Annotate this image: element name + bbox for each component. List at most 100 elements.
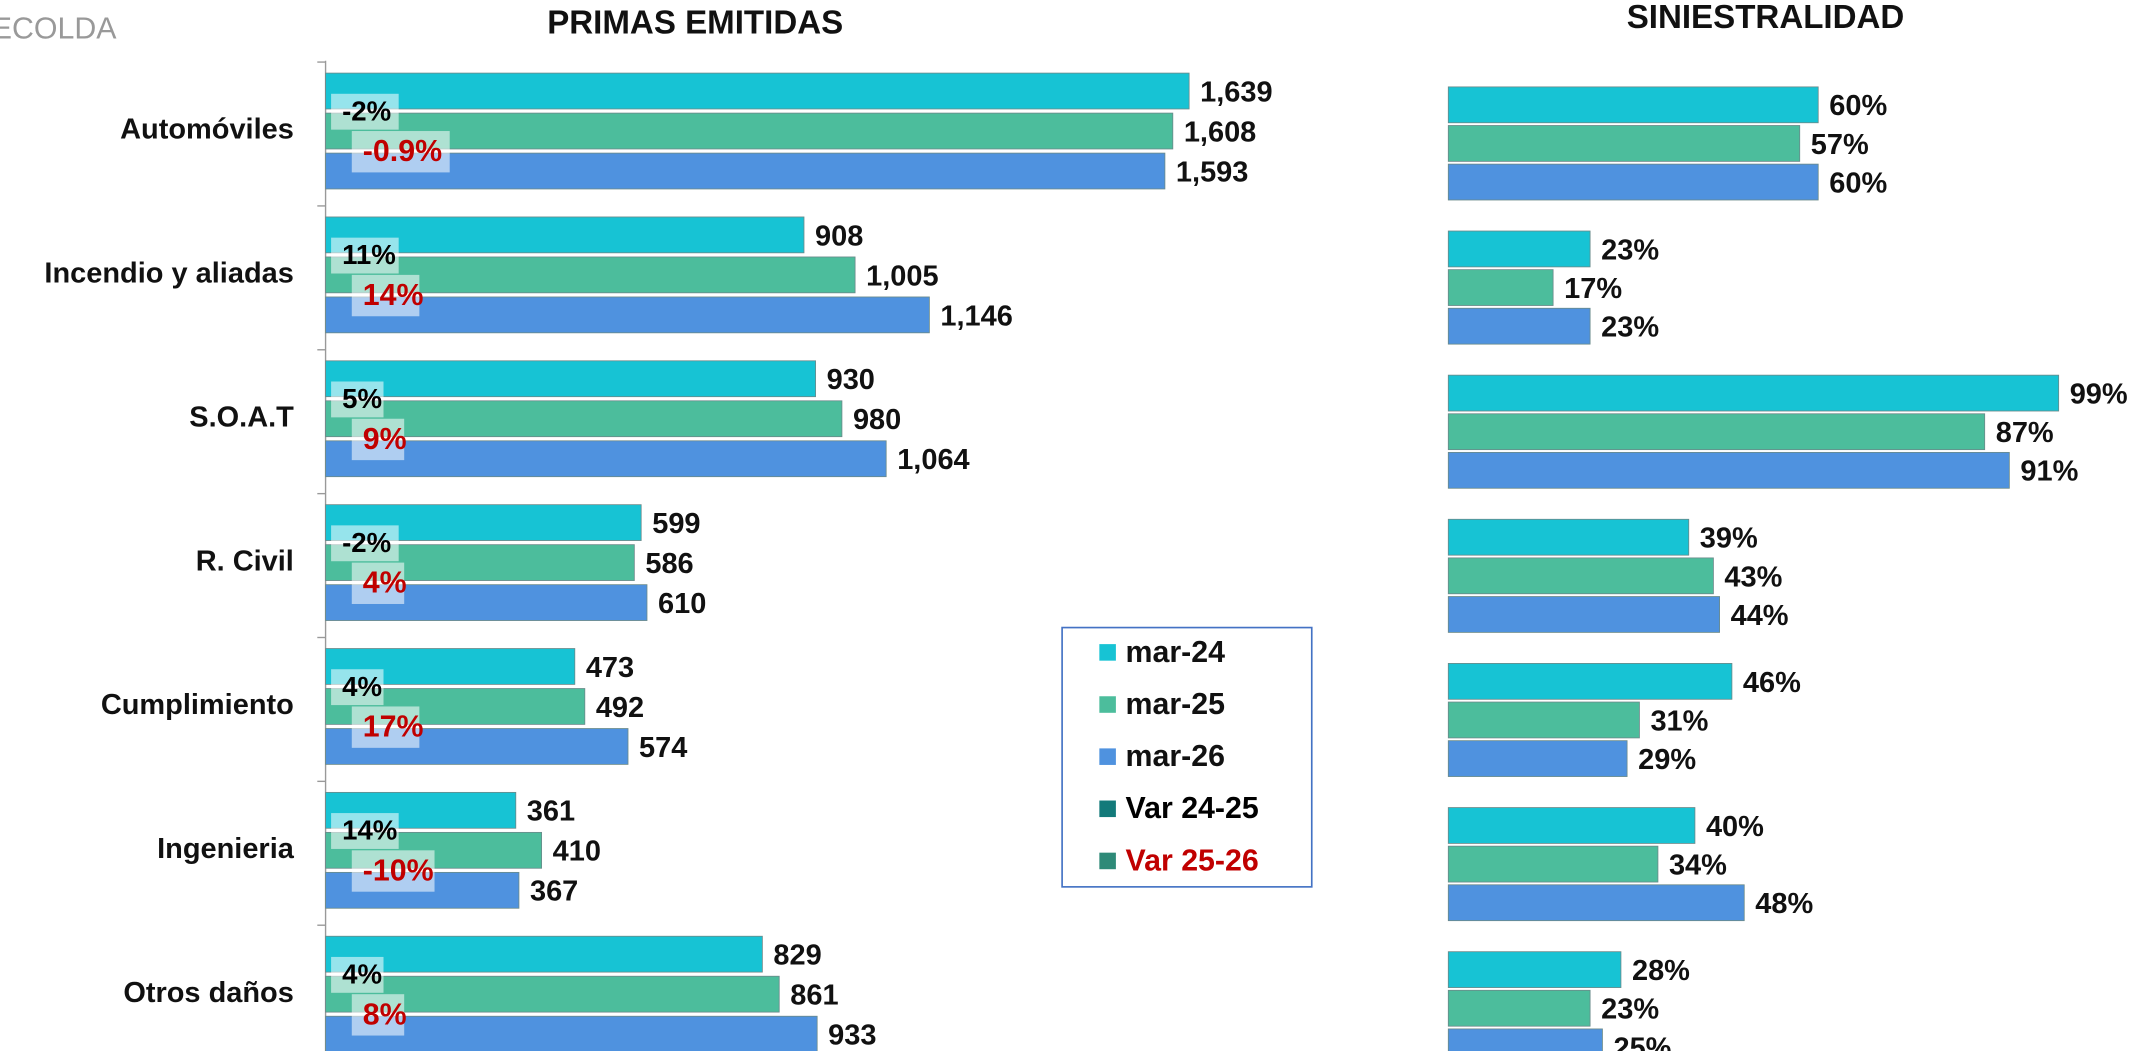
value-label: 60%: [1829, 167, 1887, 199]
bar: [325, 1015, 818, 1051]
bar: [1447, 163, 1819, 201]
variation-box: [351, 562, 405, 604]
value-label: 25%: [1613, 1032, 1671, 1051]
variation-box: [331, 525, 399, 562]
value-label: 28%: [1632, 955, 1690, 987]
value-label: 46%: [1743, 667, 1801, 699]
category-label: Incendio y aliadas: [44, 258, 293, 290]
value-label: 39%: [1700, 523, 1758, 555]
variation-box: [351, 706, 420, 748]
variation-box: [331, 381, 384, 418]
variation-label: 4%: [363, 567, 407, 600]
variation-box: [331, 669, 384, 706]
value-label: 610: [658, 588, 706, 620]
bar: [325, 935, 763, 973]
value-label: 23%: [1601, 994, 1659, 1026]
value-label: 44%: [1731, 600, 1789, 632]
value-label: 1,593: [1176, 156, 1248, 188]
variation-box: [331, 813, 399, 849]
legend-swatch: [1099, 800, 1116, 818]
variation-box: [331, 93, 399, 130]
value-label: 492: [596, 692, 644, 724]
variation-label: -2%: [342, 527, 391, 558]
category-label: Automóviles: [120, 114, 294, 146]
variation-box: [331, 956, 384, 993]
variation-label: 17%: [363, 711, 424, 744]
bar: [1447, 989, 1591, 1027]
bar: [1447, 374, 2060, 412]
variation-box: [351, 994, 405, 1036]
bar: [1447, 740, 1628, 777]
bar: [1447, 125, 1801, 162]
value-label: 60%: [1829, 90, 1887, 122]
value-label: 17%: [1564, 273, 1622, 305]
bar: [325, 296, 930, 334]
value-label: 861: [790, 980, 838, 1012]
value-label: 930: [827, 364, 875, 396]
bar: [325, 360, 816, 398]
legend-label: Var 24-25: [1126, 792, 1259, 825]
bar: [1447, 845, 1659, 883]
bar: [1447, 86, 1819, 124]
value-label: 599: [652, 508, 700, 540]
legend-swatch: [1099, 748, 1116, 765]
value-label: 410: [553, 836, 601, 868]
value-label: 586: [645, 548, 693, 580]
bar: [1447, 701, 1640, 739]
value-label: 1,639: [1200, 76, 1272, 108]
bar: [1447, 451, 2010, 489]
value-label: 48%: [1755, 888, 1813, 920]
value-label: 473: [586, 652, 634, 684]
bar: [325, 440, 887, 478]
value-label: 361: [527, 796, 575, 828]
value-label: 99%: [2070, 379, 2128, 411]
variation-box: [351, 131, 450, 173]
value-label: 34%: [1669, 850, 1727, 882]
variation-box: [351, 850, 435, 892]
value-label: 40%: [1706, 811, 1764, 843]
variation-label: 9%: [363, 423, 407, 456]
value-label: 1,608: [1184, 116, 1256, 148]
value-label: 91%: [2020, 456, 2078, 488]
bar: [1447, 269, 1554, 306]
variation-label: 8%: [363, 998, 407, 1031]
value-label: 87%: [1996, 417, 2054, 449]
variation-label: 14%: [342, 815, 397, 846]
value-label: 933: [828, 1020, 876, 1051]
legend-swatch: [1099, 696, 1116, 713]
legend-label: mar-26: [1126, 740, 1225, 773]
bar: [1447, 518, 1690, 556]
value-label: 980: [853, 404, 901, 436]
variation-label: 4%: [342, 959, 382, 990]
bar: [1447, 1028, 1603, 1051]
bar: [1447, 307, 1591, 345]
category-label: R. Civil: [196, 545, 294, 577]
value-label: 23%: [1601, 312, 1659, 344]
variation-label: -2%: [342, 95, 391, 126]
value-label: 908: [815, 220, 863, 252]
value-label: 29%: [1638, 744, 1696, 776]
legend-label: mar-25: [1126, 688, 1226, 721]
bar: [1447, 596, 1720, 633]
value-label: 23%: [1601, 234, 1659, 266]
legend-label: Var 25-26: [1126, 844, 1259, 877]
bar: [1447, 413, 1986, 451]
value-label: 574: [639, 732, 687, 764]
chart-title: PRIMAS EMITIDAS: [547, 5, 843, 42]
variation-label: 14%: [363, 279, 424, 312]
bar: [1447, 884, 1745, 922]
category-label: Ingenieria: [157, 833, 295, 865]
variation-label: 4%: [342, 671, 382, 702]
value-label: 31%: [1650, 705, 1708, 737]
bar: [325, 400, 843, 438]
variation-label: 11%: [342, 239, 396, 270]
bar: [325, 112, 1174, 150]
bar: [1447, 230, 1591, 268]
chart-title: SINIESTRALIDAD: [1627, 0, 1905, 36]
variation-label: -10%: [363, 854, 434, 887]
legend-swatch: [1099, 852, 1116, 870]
value-label: 57%: [1811, 129, 1869, 161]
bar: [1447, 807, 1696, 844]
value-label: 43%: [1724, 561, 1782, 593]
